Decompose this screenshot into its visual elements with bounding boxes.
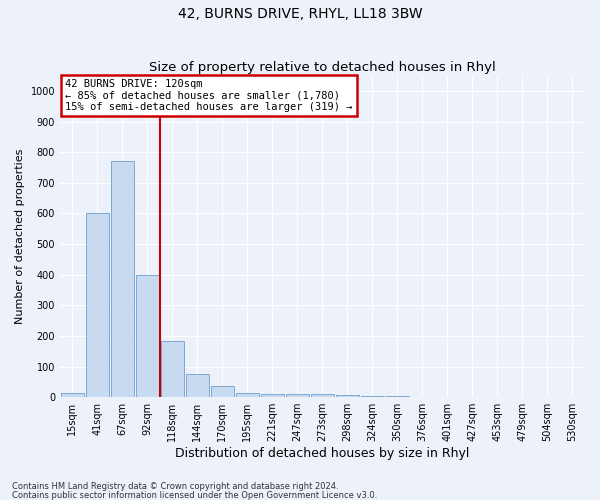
Bar: [286, 394, 309, 397]
Bar: [61, 392, 83, 397]
Text: 42, BURNS DRIVE, RHYL, LL18 3BW: 42, BURNS DRIVE, RHYL, LL18 3BW: [178, 8, 422, 22]
Y-axis label: Number of detached properties: Number of detached properties: [15, 149, 25, 324]
Bar: [261, 394, 284, 397]
Bar: [186, 374, 209, 397]
Bar: [136, 274, 158, 397]
Bar: [361, 396, 384, 397]
Bar: [311, 394, 334, 397]
Title: Size of property relative to detached houses in Rhyl: Size of property relative to detached ho…: [149, 62, 496, 74]
Text: 42 BURNS DRIVE: 120sqm
← 85% of detached houses are smaller (1,780)
15% of semi-: 42 BURNS DRIVE: 120sqm ← 85% of detached…: [65, 79, 353, 112]
Text: Contains HM Land Registry data © Crown copyright and database right 2024.: Contains HM Land Registry data © Crown c…: [12, 482, 338, 491]
Bar: [236, 392, 259, 397]
Bar: [436, 396, 459, 397]
Bar: [336, 395, 359, 397]
Bar: [411, 396, 434, 397]
Text: Contains public sector information licensed under the Open Government Licence v3: Contains public sector information licen…: [12, 490, 377, 500]
Bar: [386, 396, 409, 397]
Bar: [86, 214, 109, 397]
X-axis label: Distribution of detached houses by size in Rhyl: Distribution of detached houses by size …: [175, 447, 470, 460]
Bar: [211, 386, 233, 397]
Bar: [161, 340, 184, 397]
Bar: [111, 162, 134, 397]
